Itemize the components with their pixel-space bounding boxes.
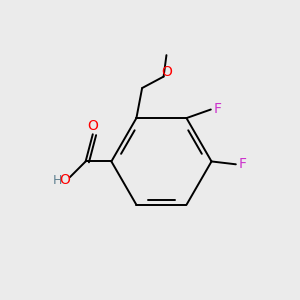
Text: F: F [214,103,222,116]
Text: O: O [87,119,98,133]
Text: F: F [239,157,247,171]
Text: O: O [161,65,172,79]
Text: H: H [52,173,62,187]
Text: O: O [59,173,70,187]
